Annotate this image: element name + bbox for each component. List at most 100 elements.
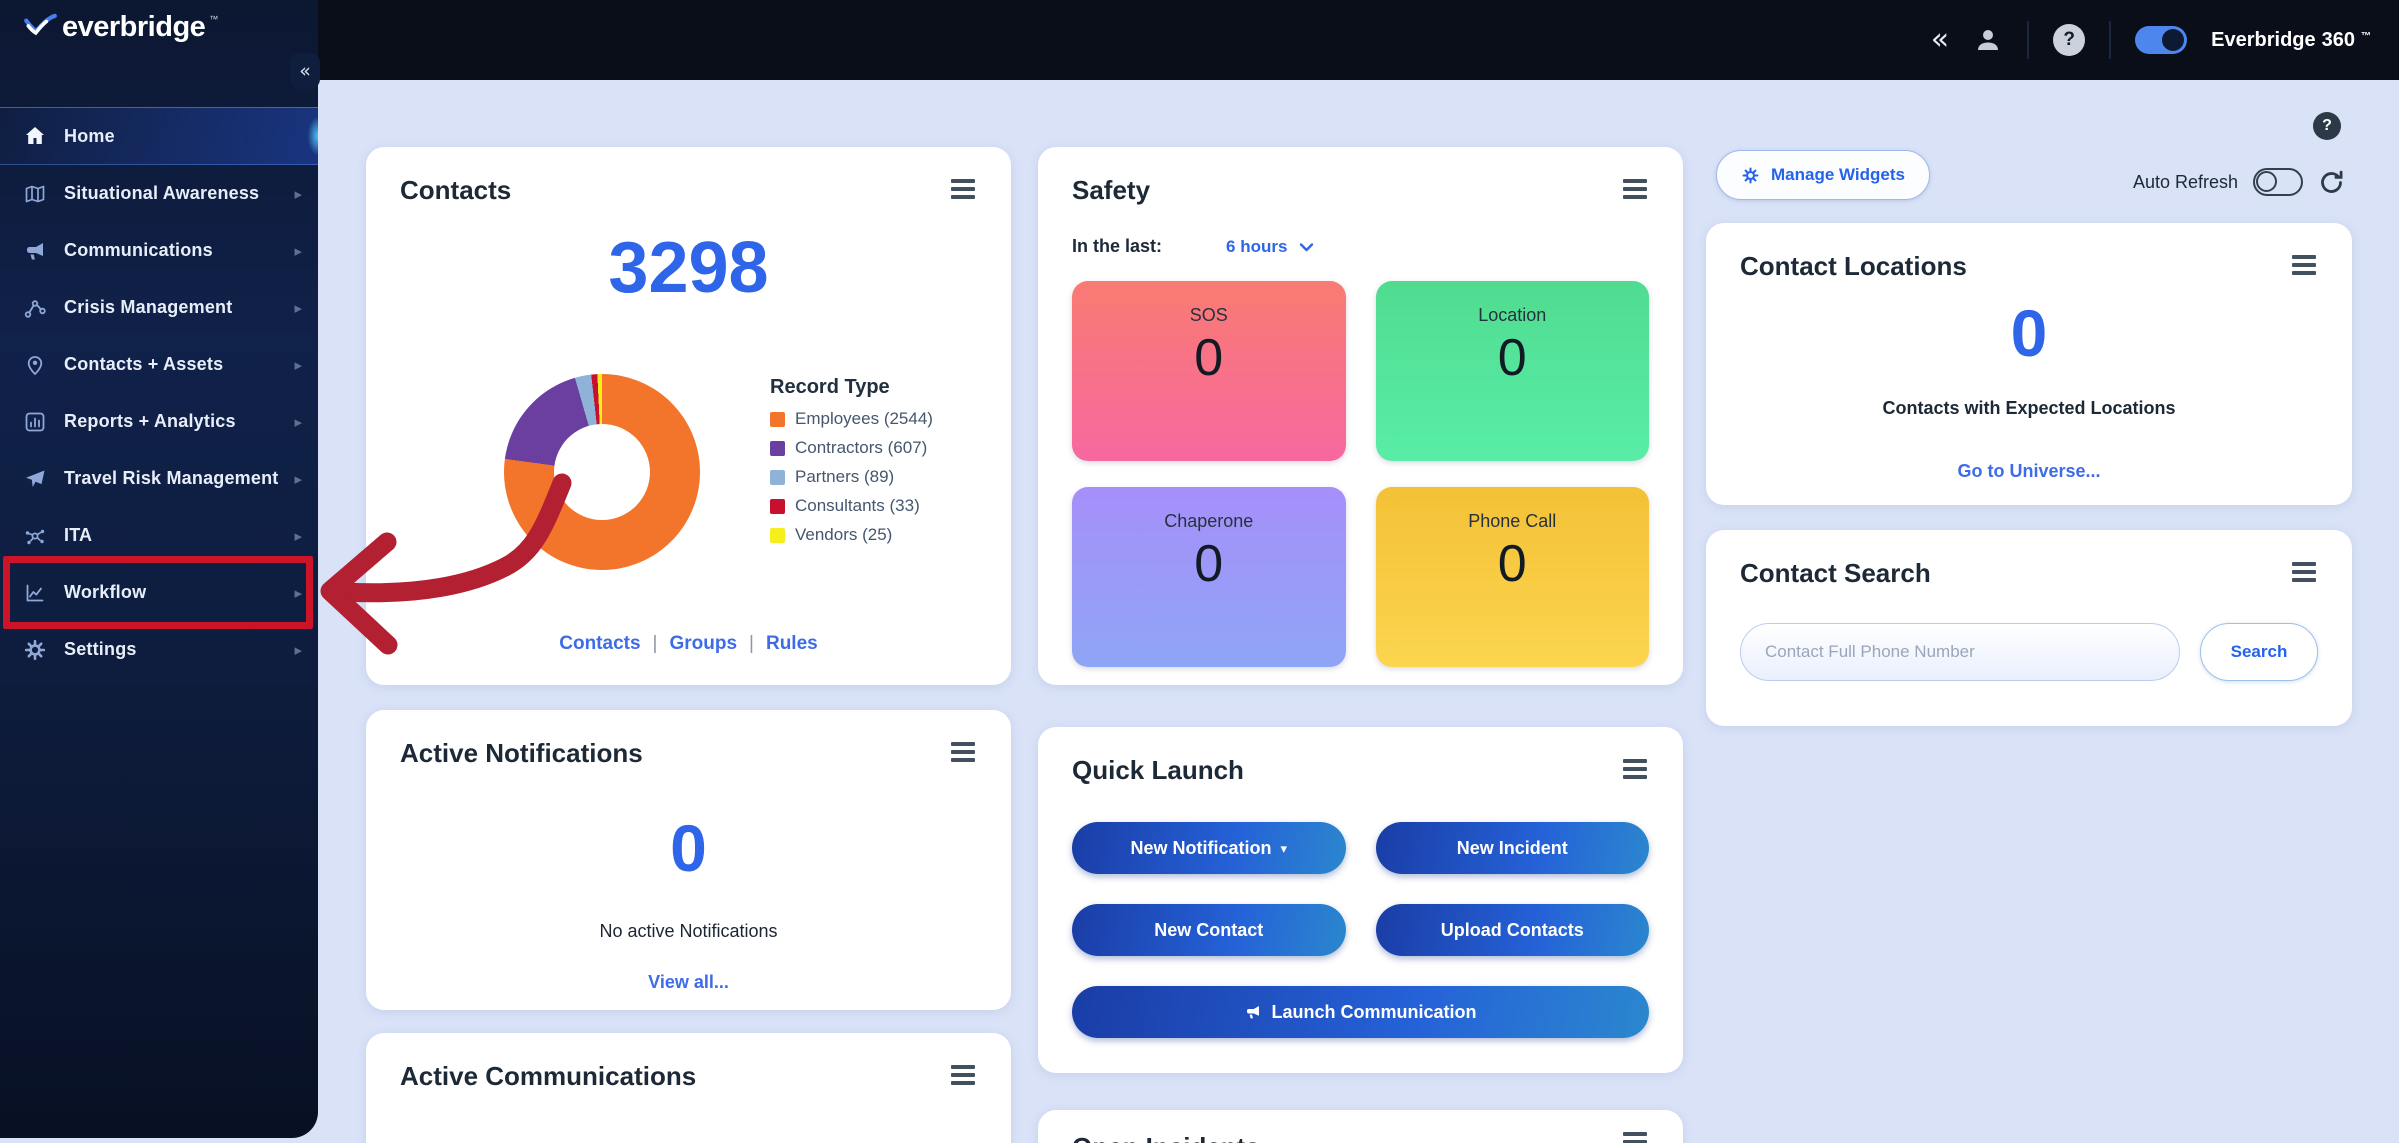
link-separator: | bbox=[652, 633, 658, 654]
sidebar-item-ita[interactable]: ITA ▸ bbox=[0, 507, 318, 564]
everbridge-logo-icon bbox=[24, 13, 57, 36]
sidebar-collapse-button[interactable]: « bbox=[290, 53, 320, 89]
user-profile-icon[interactable] bbox=[1973, 25, 2003, 55]
go-to-universe-link[interactable]: Go to Universe... bbox=[1957, 461, 2101, 481]
sidebar-item-settings[interactable]: Settings ▸ bbox=[0, 621, 318, 678]
chevron-right-icon: ▸ bbox=[294, 640, 302, 659]
active-notifications-empty-text: No active Notifications bbox=[599, 921, 778, 941]
legend-label: Partners (89) bbox=[795, 467, 895, 486]
top-bar: « ? Everbridge 360 ™ bbox=[0, 0, 2399, 80]
legend-swatch bbox=[770, 440, 785, 456]
widget-menu-icon[interactable] bbox=[2292, 570, 2316, 574]
sidebar-item-label: Reports + Analytics bbox=[64, 411, 236, 431]
product-number: 360 bbox=[2321, 28, 2355, 51]
auto-refresh-toggle[interactable] bbox=[2253, 168, 2303, 196]
sidebar-item-home[interactable]: Home bbox=[0, 107, 318, 165]
sidebar-item-label: ITA bbox=[64, 525, 93, 545]
bar-chart-icon bbox=[22, 409, 48, 435]
sidebar-item-label: Communications bbox=[64, 240, 213, 260]
upload-contacts-button[interactable]: Upload Contacts bbox=[1375, 904, 1649, 956]
brand-text: everbridge bbox=[62, 11, 206, 43]
chevron-right-icon: ▸ bbox=[294, 241, 302, 260]
contacts-link-rules[interactable]: Rules bbox=[765, 633, 818, 654]
refresh-icon[interactable] bbox=[2318, 169, 2345, 196]
collapse-panel-icon[interactable]: « bbox=[1930, 22, 1950, 57]
button-label: New Contact bbox=[1154, 919, 1264, 940]
safety-tile-location[interactable]: Location 0 bbox=[1375, 281, 1649, 461]
sidebar-item-contacts-assets[interactable]: Contacts + Assets ▸ bbox=[0, 336, 318, 393]
tile-value: 0 bbox=[1497, 329, 1527, 387]
new-incident-button[interactable]: New Incident bbox=[1375, 822, 1649, 874]
sidebar-item-situational-awareness[interactable]: Situational Awareness ▸ bbox=[0, 165, 318, 222]
sidebar-item-crisis-management[interactable]: Crisis Management ▸ bbox=[0, 279, 318, 336]
safety-tile-phone-call[interactable]: Phone Call 0 bbox=[1375, 487, 1649, 667]
contacts-total: 3298 bbox=[608, 228, 769, 308]
view-all-link[interactable]: View all... bbox=[648, 972, 729, 992]
dashboard: Contacts 3298 Record Type Employees (254… bbox=[318, 80, 2399, 1143]
dashboard-help-icon[interactable]: ? bbox=[2313, 112, 2341, 140]
chevron-right-icon: ▸ bbox=[294, 355, 302, 374]
widget-menu-icon[interactable] bbox=[1623, 767, 1647, 771]
new-contact-button[interactable]: New Contact bbox=[1072, 904, 1346, 956]
legend-title: Record Type bbox=[770, 376, 890, 398]
sidebar-item-label: Situational Awareness bbox=[64, 183, 260, 203]
chevron-right-icon: ▸ bbox=[294, 298, 302, 317]
sidebar-item-reports-analytics[interactable]: Reports + Analytics ▸ bbox=[0, 393, 318, 450]
tile-label: SOS bbox=[1189, 305, 1228, 325]
product-label: Everbridge 360 ™ bbox=[2211, 29, 2371, 52]
new-notification-button[interactable]: New Notification ▾ bbox=[1072, 822, 1346, 874]
contact-phone-input[interactable] bbox=[1740, 623, 2180, 681]
sidebar-item-travel-risk-management[interactable]: Travel Risk Management ▸ bbox=[0, 450, 318, 507]
toggle-knob bbox=[2162, 29, 2185, 51]
everbridge-logo: everbridge ™ bbox=[22, 12, 218, 42]
gear-icon bbox=[22, 637, 48, 663]
everbridge-360-toggle[interactable] bbox=[2135, 26, 2188, 54]
active-notifications-count: 0 bbox=[670, 811, 707, 885]
widget-title: Active Communications bbox=[400, 1061, 697, 1091]
tile-value: 0 bbox=[1497, 535, 1527, 593]
legend-swatch bbox=[770, 527, 785, 543]
toggle-knob bbox=[2256, 170, 2277, 192]
product-name: Everbridge bbox=[2211, 28, 2316, 51]
contact-locations-subtitle: Contacts with Expected Locations bbox=[1882, 398, 2176, 418]
filter-value: 6 hours bbox=[1226, 236, 1288, 256]
legend-label: Vendors (25) bbox=[795, 525, 893, 544]
safety-tile-sos[interactable]: SOS 0 bbox=[1072, 281, 1346, 461]
legend-swatch bbox=[770, 498, 785, 514]
contacts-chart-row: Record Type Employees (2544) Contractors … bbox=[400, 374, 977, 570]
safety-tile-chaperone[interactable]: Chaperone 0 bbox=[1072, 487, 1346, 667]
sidebar-item-workflow[interactable]: Workflow ▸ bbox=[0, 564, 318, 621]
topbar-divider bbox=[2027, 21, 2030, 59]
safety-time-range-select[interactable]: 6 hours bbox=[1226, 237, 1314, 257]
button-label: New Incident bbox=[1456, 837, 1568, 858]
legend-label: Contractors (607) bbox=[795, 438, 928, 457]
pin-icon bbox=[22, 352, 48, 378]
widget-menu-icon[interactable] bbox=[951, 187, 975, 191]
widget-menu-icon[interactable] bbox=[2292, 263, 2316, 267]
legend-swatch bbox=[770, 411, 785, 427]
plane-icon bbox=[22, 466, 48, 492]
tile-label: Location bbox=[1478, 305, 1547, 325]
safety-widget: Safety In the last: 6 hours SOS 0 Location… bbox=[1038, 147, 1683, 685]
quick-launch-widget: Quick Launch New Notification ▾ New Incide… bbox=[1038, 727, 1683, 1073]
widget-menu-icon[interactable] bbox=[1623, 187, 1647, 191]
widget-menu-icon[interactable] bbox=[1623, 1140, 1647, 1143]
tile-label: Chaperone bbox=[1164, 511, 1254, 531]
contacts-link-groups[interactable]: Groups bbox=[669, 633, 738, 654]
legend-item: Vendors (25) bbox=[770, 525, 933, 545]
open-incidents-widget: Open Incidents bbox=[1038, 1110, 1683, 1143]
help-icon[interactable]: ? bbox=[2053, 24, 2086, 56]
legend-label: Employees (2544) bbox=[795, 409, 933, 428]
widget-menu-icon[interactable] bbox=[951, 750, 975, 754]
launch-communication-button[interactable]: Launch Communication bbox=[1072, 986, 1649, 1038]
link-separator: | bbox=[749, 633, 754, 654]
legend-item: Contractors (607) bbox=[770, 438, 933, 458]
contacts-link-contacts[interactable]: Contacts bbox=[559, 633, 641, 654]
sidebar-item-communications[interactable]: Communications ▸ bbox=[0, 222, 318, 279]
line-chart-icon bbox=[22, 580, 48, 606]
active-communications-widget: Active Communications bbox=[366, 1033, 1011, 1143]
search-button[interactable]: Search bbox=[2200, 623, 2318, 681]
megaphone-icon bbox=[22, 238, 48, 264]
widget-menu-icon[interactable] bbox=[951, 1073, 975, 1077]
manage-widgets-button[interactable]: Manage Widgets bbox=[1716, 150, 1930, 200]
